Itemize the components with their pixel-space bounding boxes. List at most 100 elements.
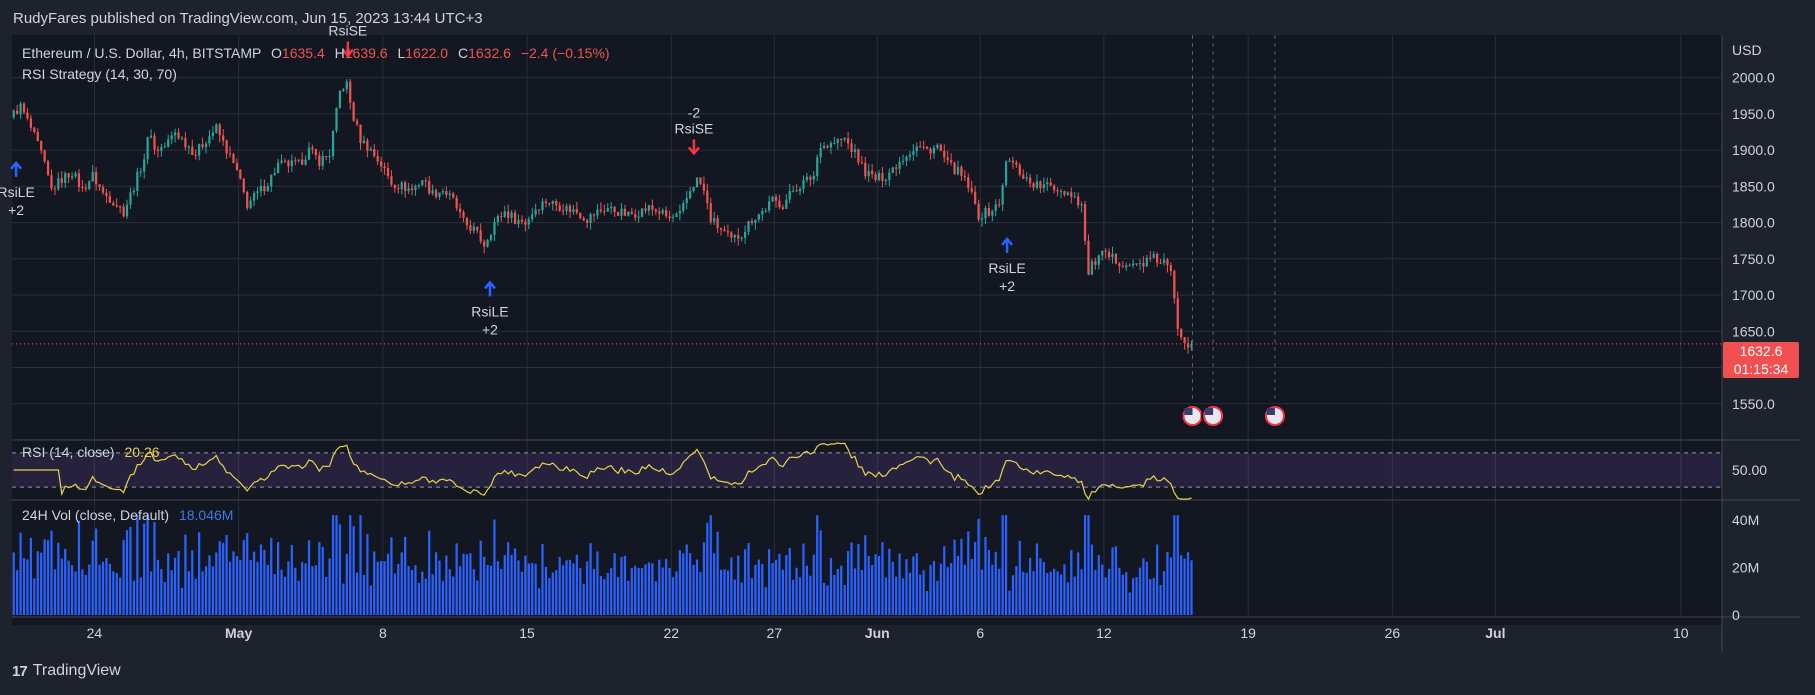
volume-bar xyxy=(956,555,960,615)
volume-bar xyxy=(359,515,362,615)
volume-bar xyxy=(644,564,647,615)
currency-label: USD xyxy=(1732,42,1762,58)
candle-body xyxy=(716,218,719,228)
volume-bar xyxy=(22,558,26,615)
candle-body xyxy=(489,234,493,241)
candle-body xyxy=(74,173,77,177)
candle-body xyxy=(809,176,812,180)
rsi-value: 20.26 xyxy=(124,444,160,460)
volume-bar xyxy=(682,553,685,615)
rsi-line xyxy=(13,442,1192,501)
volume-bar xyxy=(1025,573,1028,615)
candle-body xyxy=(1063,191,1066,195)
volume-bar xyxy=(404,536,407,615)
volume-bar xyxy=(1063,564,1066,615)
volume-bar xyxy=(335,515,338,615)
candle-body xyxy=(610,206,613,209)
volume-bar xyxy=(242,540,245,615)
volume-bar xyxy=(252,551,256,615)
candle-body xyxy=(871,170,874,175)
volume-bar xyxy=(960,538,963,615)
candle-body xyxy=(1094,261,1097,265)
volume-bar xyxy=(517,560,520,615)
volume-bar xyxy=(98,564,101,615)
candle-body xyxy=(252,193,256,201)
candle-body xyxy=(1004,161,1008,186)
candle-body xyxy=(218,124,221,136)
candle-body xyxy=(764,210,767,212)
volume-bar xyxy=(568,559,572,615)
candle-body xyxy=(702,183,706,191)
volume-bar xyxy=(246,533,249,615)
volume-bar xyxy=(761,564,764,615)
volume-bar xyxy=(867,555,870,615)
volume-bar xyxy=(1121,574,1124,615)
candle-body xyxy=(486,240,489,247)
candle-body xyxy=(929,148,932,154)
volume-bar xyxy=(898,553,901,615)
volume-bar xyxy=(678,550,681,615)
candle-body xyxy=(579,212,582,218)
volume-bar xyxy=(1159,585,1162,615)
candle-body xyxy=(754,219,757,223)
candle-body xyxy=(575,209,578,213)
volume-bar xyxy=(699,572,702,615)
candle-body xyxy=(781,207,784,209)
candle-body xyxy=(452,193,455,198)
candle-body xyxy=(493,222,496,235)
candle-body xyxy=(1145,257,1148,267)
time-tick-label: 10 xyxy=(1673,625,1689,641)
candle-body xyxy=(1176,298,1179,330)
volume-bar xyxy=(1015,566,1018,615)
volume-bar xyxy=(428,530,431,615)
candle-body xyxy=(572,209,575,212)
candle-body xyxy=(249,200,252,209)
candle-body xyxy=(105,192,108,197)
candle-body xyxy=(294,160,297,162)
symbol-label[interactable]: Ethereum / U.S. Dollar, 4h, BITSTAMP xyxy=(22,45,262,61)
volume-bar xyxy=(1059,574,1063,615)
volume-bar xyxy=(1077,552,1080,615)
candle-body xyxy=(1138,262,1142,264)
volume-bar xyxy=(709,515,712,615)
volume-bar xyxy=(263,549,266,615)
candle-body xyxy=(1025,177,1028,179)
candle-body xyxy=(925,146,929,149)
candle-body xyxy=(537,209,541,211)
candle-body xyxy=(287,160,290,167)
candle-body xyxy=(29,118,33,128)
volume-bar xyxy=(60,558,63,615)
volume-bar xyxy=(1138,567,1142,615)
volume-bar xyxy=(386,553,390,615)
volume-bar xyxy=(139,577,142,615)
volume-bar xyxy=(747,543,750,615)
candle-body xyxy=(455,197,458,209)
rsi-legend[interactable]: RSI (14, close) 20.26 xyxy=(22,444,160,460)
volume-bar xyxy=(16,570,19,615)
volume-bar xyxy=(160,569,163,615)
volume-bar xyxy=(864,535,867,615)
volume-bar xyxy=(95,528,98,615)
price-tick-label: 1750.0 xyxy=(1732,251,1775,267)
us-flag-icon-canton xyxy=(1266,408,1275,415)
candle-body xyxy=(1183,337,1186,344)
volume-bar xyxy=(143,523,146,615)
strategy-legend[interactable]: RSI Strategy (14, 30, 70) xyxy=(22,66,177,82)
candle-body xyxy=(1083,204,1087,241)
volume-bar xyxy=(1056,571,1059,615)
tradingview-footer[interactable]: 17 TradingView xyxy=(12,662,121,680)
candle-body xyxy=(678,210,681,214)
volume-bar xyxy=(819,530,822,615)
candle-body xyxy=(713,218,716,222)
time-tick-label: 24 xyxy=(87,625,103,641)
candle-body xyxy=(1032,183,1035,188)
candle-body xyxy=(1080,204,1083,206)
volume-bar xyxy=(1083,515,1087,615)
candle-body xyxy=(613,206,616,212)
volume-bar xyxy=(167,553,170,615)
close-label: C xyxy=(457,45,469,61)
volume-legend[interactable]: 24H Vol (close, Default) 18.046M xyxy=(22,507,233,523)
candle-body xyxy=(1101,250,1104,256)
volume-value: 18.046M xyxy=(178,507,234,523)
